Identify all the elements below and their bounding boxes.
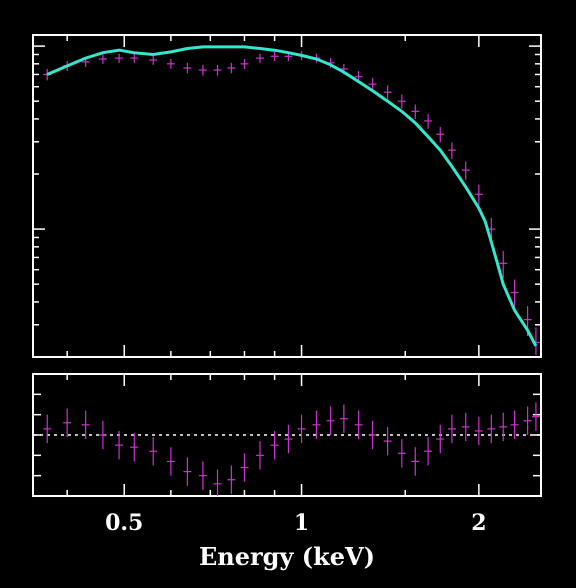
residual-data-point xyxy=(368,420,377,450)
residual-data-point xyxy=(397,439,406,468)
x-tick-label: 2 xyxy=(471,510,486,536)
residuals-data-points xyxy=(43,402,540,496)
residual-data-point xyxy=(461,412,470,442)
spectrum-data-point xyxy=(397,94,406,109)
spectrum-data-point xyxy=(510,279,519,309)
spectrum-data-point xyxy=(436,126,445,143)
residual-data-point xyxy=(115,430,124,460)
spectrum-data-point xyxy=(270,51,279,61)
residuals-panel xyxy=(32,373,542,497)
spectrum-data-point xyxy=(461,161,470,180)
spectrum-panel xyxy=(32,34,542,358)
residual-data-point xyxy=(166,447,175,476)
residual-data-point xyxy=(198,461,207,490)
spectrum-data-point xyxy=(198,64,207,76)
x-tick-labels: 0.5 1 2 xyxy=(105,510,486,536)
residual-data-point xyxy=(270,430,279,460)
residual-data-point xyxy=(424,437,433,466)
spectrum-data-point xyxy=(240,59,249,69)
spectrum-plot-frame xyxy=(32,34,542,358)
residual-data-point xyxy=(354,410,363,440)
residual-data-point xyxy=(487,414,496,444)
residual-data-point xyxy=(510,410,519,440)
residual-data-point xyxy=(339,404,348,433)
spectrum-data-point xyxy=(474,184,483,206)
spectrum-data-point xyxy=(227,62,236,74)
spectrum-data-point xyxy=(130,53,139,63)
residual-data-point xyxy=(63,408,72,438)
spectrum-data-point xyxy=(368,77,377,91)
residual-data-point xyxy=(130,432,139,462)
residual-data-point xyxy=(213,469,222,496)
spectrum-data-point xyxy=(383,85,392,100)
spectrum-data-point xyxy=(411,104,420,119)
residual-data-point xyxy=(81,410,90,440)
residual-data-point xyxy=(255,441,264,470)
residual-data-point xyxy=(499,412,508,442)
spectrum-data-point xyxy=(98,54,107,64)
residual-data-point xyxy=(523,406,532,435)
residual-data-point xyxy=(183,457,192,486)
residual-data-point xyxy=(312,410,321,440)
spectrum-data-point xyxy=(166,59,175,69)
residual-data-point xyxy=(447,414,456,444)
x-tick-label: 1 xyxy=(294,510,309,536)
spectrum-data-point xyxy=(149,55,158,65)
spectrum-data-point xyxy=(255,53,264,63)
residual-data-point xyxy=(326,406,335,435)
spectrum-data-point xyxy=(499,250,508,279)
spectrum-data-point xyxy=(213,64,222,76)
residual-data-point xyxy=(284,424,293,454)
x-axis-label: Energy (keV) xyxy=(199,542,375,571)
spectrum-data-point xyxy=(183,62,192,74)
spectrum-axis-ticks xyxy=(33,35,541,357)
residual-data-point xyxy=(227,465,236,494)
x-tick-label: 0.5 xyxy=(105,510,143,536)
residual-data-point xyxy=(383,426,392,456)
residual-data-point xyxy=(411,447,420,476)
model-curve xyxy=(46,45,538,347)
residual-data-point xyxy=(474,416,483,446)
residual-data-point xyxy=(240,453,249,482)
residual-data-point xyxy=(98,420,107,450)
spectrum-data-point xyxy=(424,113,433,129)
spectrum-data-point xyxy=(115,53,124,63)
residual-data-point xyxy=(531,402,540,431)
residual-data-point xyxy=(436,424,445,454)
spectrum-data-point xyxy=(447,142,456,159)
residual-data-point xyxy=(297,414,306,444)
residuals-axis-ticks xyxy=(33,374,541,496)
residual-data-point xyxy=(43,414,52,444)
residual-data-point xyxy=(149,437,158,466)
